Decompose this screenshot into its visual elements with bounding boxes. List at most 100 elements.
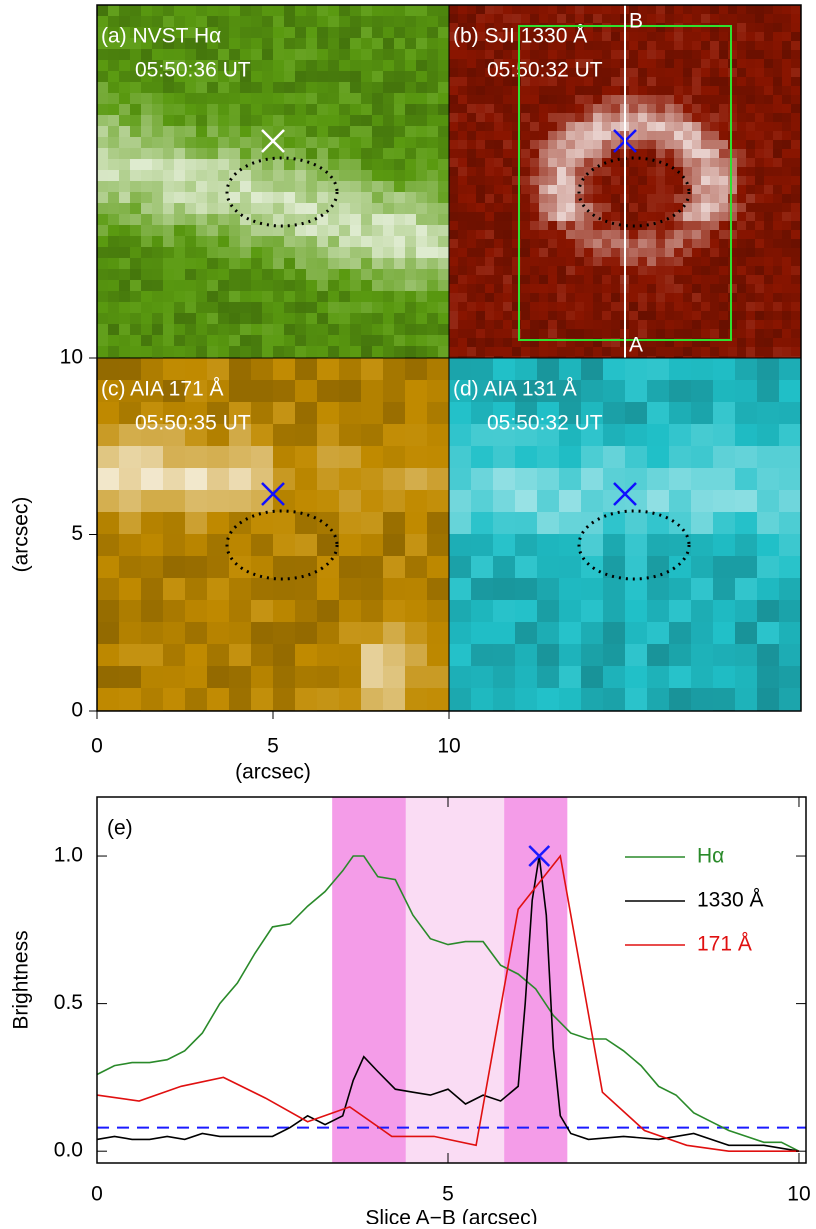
pixel: [782, 176, 791, 185]
pixel: [350, 16, 361, 27]
pixel: [656, 320, 665, 329]
pixel: [141, 148, 152, 159]
pixel: [710, 275, 719, 284]
pixel: [383, 5, 394, 16]
pixel: [656, 293, 665, 302]
pixel: [108, 82, 119, 93]
pixel: [467, 275, 476, 284]
pixel: [207, 104, 218, 115]
pixel: [791, 77, 800, 86]
pixel: [602, 104, 611, 113]
pixel: [603, 468, 625, 490]
pixel: [719, 212, 728, 221]
pixel: [581, 534, 603, 556]
pixel: [539, 185, 548, 194]
pixel: [737, 122, 746, 131]
pixel: [185, 346, 196, 357]
pixel: [130, 258, 141, 269]
pixel: [163, 148, 174, 159]
pixel: [458, 203, 467, 212]
pixel: [383, 446, 405, 468]
pixel: [295, 313, 306, 324]
pixel: [602, 194, 611, 203]
pixel: [317, 600, 339, 622]
pixel: [773, 302, 782, 311]
pixel: [755, 221, 764, 230]
pixel: [782, 347, 791, 356]
pixel: [306, 192, 317, 203]
pixel: [317, 236, 328, 247]
pixel: [782, 131, 791, 140]
pixel: [656, 131, 665, 140]
pixel: [449, 338, 458, 347]
pixel: [674, 5, 683, 14]
pixel: [119, 192, 130, 203]
pixel: [692, 248, 701, 257]
pixel: [515, 644, 537, 666]
pixel: [559, 622, 581, 644]
pixel: [692, 167, 701, 176]
pixel: [361, 556, 383, 578]
pixel: [494, 140, 503, 149]
pixel: [328, 82, 339, 93]
pixel: [328, 170, 339, 181]
pixel: [339, 424, 361, 446]
pixel: [240, 115, 251, 126]
pixel: [530, 95, 539, 104]
pixel: [791, 311, 800, 320]
pixel: [416, 5, 427, 16]
pixel: [782, 113, 791, 122]
pixel: [97, 49, 108, 60]
pixel: [647, 50, 656, 59]
pixel: [196, 335, 207, 346]
pixel: [503, 275, 512, 284]
pixel: [782, 221, 791, 230]
pixel: [251, 5, 262, 16]
pixel: [427, 5, 438, 16]
pixel: [782, 302, 791, 311]
pixel: [438, 214, 449, 225]
pixel: [503, 284, 512, 293]
pixel: [196, 214, 207, 225]
pixel: [669, 380, 691, 402]
pixel: [152, 214, 163, 225]
pixel: [306, 236, 317, 247]
pixel: [773, 14, 782, 23]
pixel: [97, 137, 108, 148]
pixel: [196, 126, 207, 137]
pixel: [493, 556, 515, 578]
pixel: [755, 95, 764, 104]
pixel: [611, 176, 620, 185]
pixel: [683, 23, 692, 32]
pixel: [584, 95, 593, 104]
pixel: [791, 167, 800, 176]
pixel: [503, 212, 512, 221]
pixel: [602, 212, 611, 221]
pixel: [273, 192, 284, 203]
pixel: [692, 32, 701, 41]
pixel: [566, 257, 575, 266]
pixel: [207, 490, 229, 512]
pixel: [691, 688, 713, 710]
pixel: [405, 556, 427, 578]
pixel: [185, 115, 196, 126]
pixel: [240, 82, 251, 93]
pixel: [141, 324, 152, 335]
pixel: [207, 666, 229, 688]
pixel: [710, 266, 719, 275]
pixel: [737, 41, 746, 50]
pixel: [262, 335, 273, 346]
panel-label: (e): [107, 817, 133, 840]
pixel: [647, 666, 669, 688]
pixel: [394, 49, 405, 60]
pixel: [476, 95, 485, 104]
pixel: [273, 49, 284, 60]
pixel: [566, 347, 575, 356]
pixel: [449, 50, 458, 59]
pixel: [449, 5, 458, 14]
pixel: [674, 23, 683, 32]
pixel: [196, 324, 207, 335]
pixel: [791, 50, 800, 59]
pixel: [174, 148, 185, 159]
pixel: [638, 77, 647, 86]
